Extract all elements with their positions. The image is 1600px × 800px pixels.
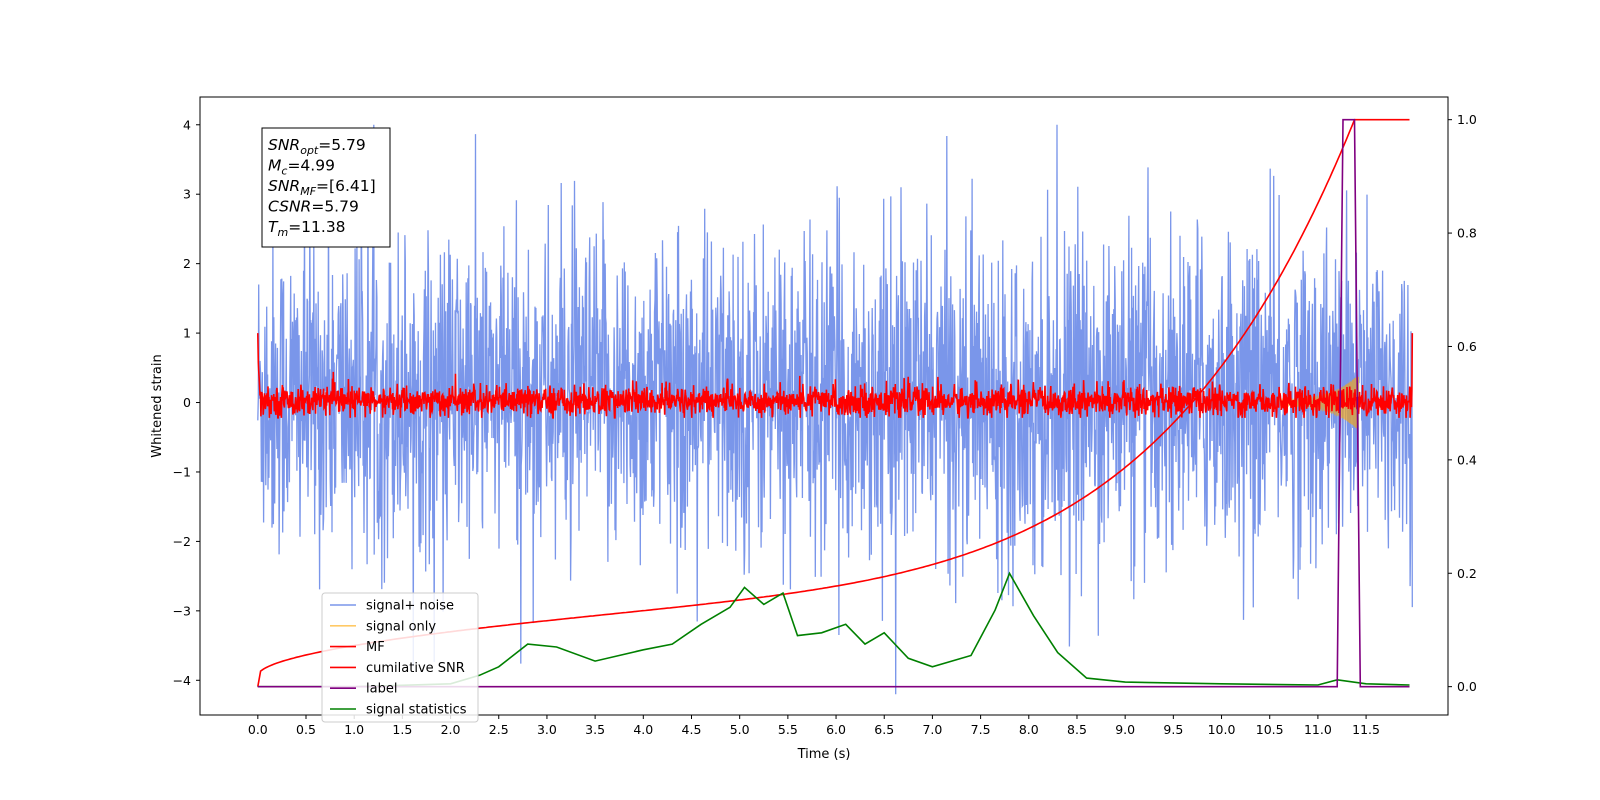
x-tick-label: 4.0 [633,722,653,737]
x-tick-label: 7.5 [971,722,991,737]
y-tick-label: 4 [183,117,191,132]
legend-label: signal statistics [366,703,467,718]
y-tick-label: −3 [173,603,191,618]
y-tick-label: 3 [183,187,191,202]
y2-tick-label: 1.0 [1457,112,1477,127]
x-tick-label: 3.5 [585,722,605,737]
x-tick-label: 9.0 [1115,722,1135,737]
y-tick-label: 1 [183,326,191,341]
x-tick-label: 4.5 [682,722,702,737]
x-tick-label: 8.5 [1067,722,1087,737]
series-mf [257,333,1414,419]
axes-layer: 0.0 0.5 1.0 1.5 2.0 2.5 3.0 3.5 4.0 4.5 5.0 5.5 6.0 6… [173,112,1477,737]
legend-label: signal only [366,619,436,634]
x-tick-label: 9.5 [1163,722,1183,737]
y-tick-label: 0 [183,395,191,410]
x-tick-label: 6.5 [874,722,894,737]
annotation-line: SNRopt=5.79 [268,136,366,157]
y-tick-label: −4 [173,673,191,688]
series-signal-statistics [257,571,1410,688]
y2-tick-label: 0.2 [1457,566,1477,581]
x-tick-label: 11.0 [1304,722,1332,737]
x-tick-label: 10.0 [1208,722,1236,737]
annotation-line: CSNR=5.79 [268,198,359,216]
y-tick-label: −2 [173,534,191,549]
series-label [257,118,1410,688]
legend-label: MF [366,640,385,655]
annotation-frame [261,127,391,248]
y2-tick-label: 0.0 [1457,679,1477,694]
y-tick-label: 2 [183,256,191,271]
x-tick-label: 3.0 [537,722,557,737]
x-tick-label: 5.0 [730,722,750,737]
x-tick-label: 8.0 [1019,722,1039,737]
annotation-line: Mc=4.99 [268,157,335,178]
y2-tick-label: 0.4 [1457,452,1477,467]
x-tick-label: 2.0 [441,722,461,737]
plot-frame [199,96,1449,716]
x-tick-label: 1.0 [344,722,364,737]
legend-label: label [366,682,397,697]
x-tick-label: 1.5 [392,722,412,737]
y-axis-title: Whitened strain [150,354,165,457]
y-tick-label: −1 [173,464,191,479]
y2-tick-label: 0.8 [1457,226,1477,241]
x-tick-label: 0.0 [248,722,268,737]
annotation-line: SNRMF=[6.41] [268,177,376,198]
y2-tick-label: 0.6 [1457,339,1477,354]
annotation-line: Tm=11.38 [268,218,346,239]
legend-label: signal+ noise [366,599,454,614]
x-tick-label: 6.0 [826,722,846,737]
legend: signal+ noise signal only MF cumilative SNR… [321,592,479,723]
x-axis-title: Time (s) [797,747,851,762]
x-tick-label: 0.5 [296,722,316,737]
legend-frame [321,592,479,723]
x-tick-label: 7.0 [922,722,942,737]
x-tick-label: 11.5 [1352,722,1380,737]
legend-label: cumilative SNR [366,661,465,676]
x-tick-label: 5.5 [778,722,798,737]
x-tick-label: 10.5 [1256,722,1284,737]
x-tick-label: 2.5 [489,722,509,737]
